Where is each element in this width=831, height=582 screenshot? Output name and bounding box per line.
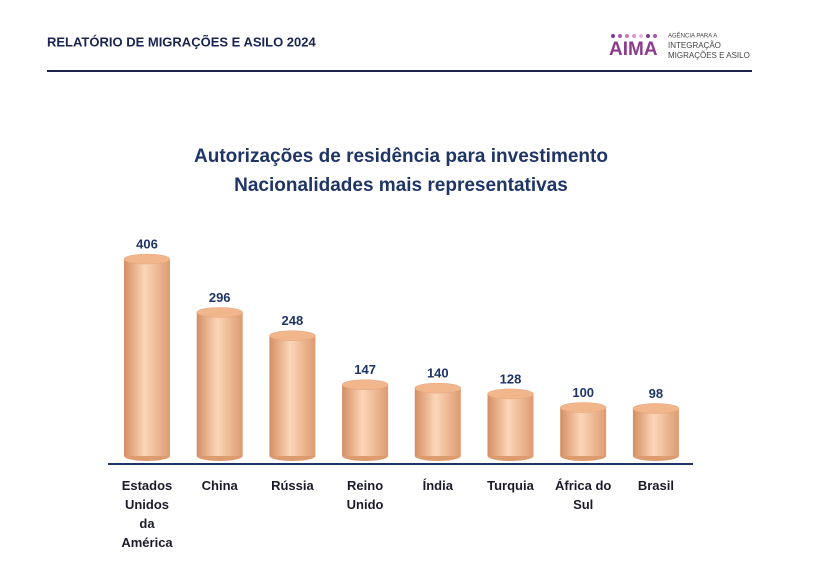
bar	[124, 259, 170, 456]
x-tick-label: África do Sul	[555, 478, 612, 512]
value-label: 296	[209, 290, 231, 305]
bar-top	[559, 402, 607, 413]
bar-top	[341, 379, 389, 390]
chart-title: Nacionalidades mais representativas	[234, 175, 568, 196]
bar	[414, 388, 461, 456]
value-label: 248	[282, 313, 304, 328]
bar-top	[487, 388, 534, 400]
x-tick-label: Turquia	[487, 478, 534, 493]
value-label: 128	[500, 371, 522, 386]
logo-text: INTEGRAÇÃO	[668, 41, 721, 50]
logo-text: MIGRAÇÕES E ASILO	[668, 51, 750, 60]
bar	[196, 312, 243, 456]
bar-top	[123, 253, 171, 265]
x-tick-label: Rússia	[271, 478, 314, 493]
bar	[632, 408, 679, 456]
x-tick-label: Estados Unidos da América	[121, 478, 173, 550]
x-tick-label: China	[201, 478, 238, 493]
value-label: 100	[572, 385, 594, 400]
bar-top	[269, 330, 316, 341]
bar	[487, 393, 534, 456]
value-label: 98	[649, 386, 663, 401]
bar	[342, 384, 389, 456]
bar-top	[414, 382, 462, 394]
chart-title: Autorizações de residência para investim…	[194, 146, 608, 167]
bar	[269, 335, 316, 456]
x-tick-label: Reino Unido	[346, 478, 384, 512]
value-label: 140	[427, 366, 449, 381]
logo-text: AGÊNCIA PARA A	[668, 32, 717, 40]
value-label: 147	[354, 362, 376, 377]
x-tick-label: Brasil	[637, 478, 674, 493]
value-label: 406	[136, 237, 158, 252]
bar-top	[196, 307, 243, 318]
bar-top	[632, 403, 680, 414]
logo-mark: AIMA	[609, 39, 658, 60]
logo-dots	[611, 34, 657, 38]
x-tick-label: Índia	[422, 478, 453, 493]
bar	[560, 407, 607, 456]
report-title: RELATÓRIO DE MIGRAÇÕES E ASILO 2024	[47, 34, 316, 49]
